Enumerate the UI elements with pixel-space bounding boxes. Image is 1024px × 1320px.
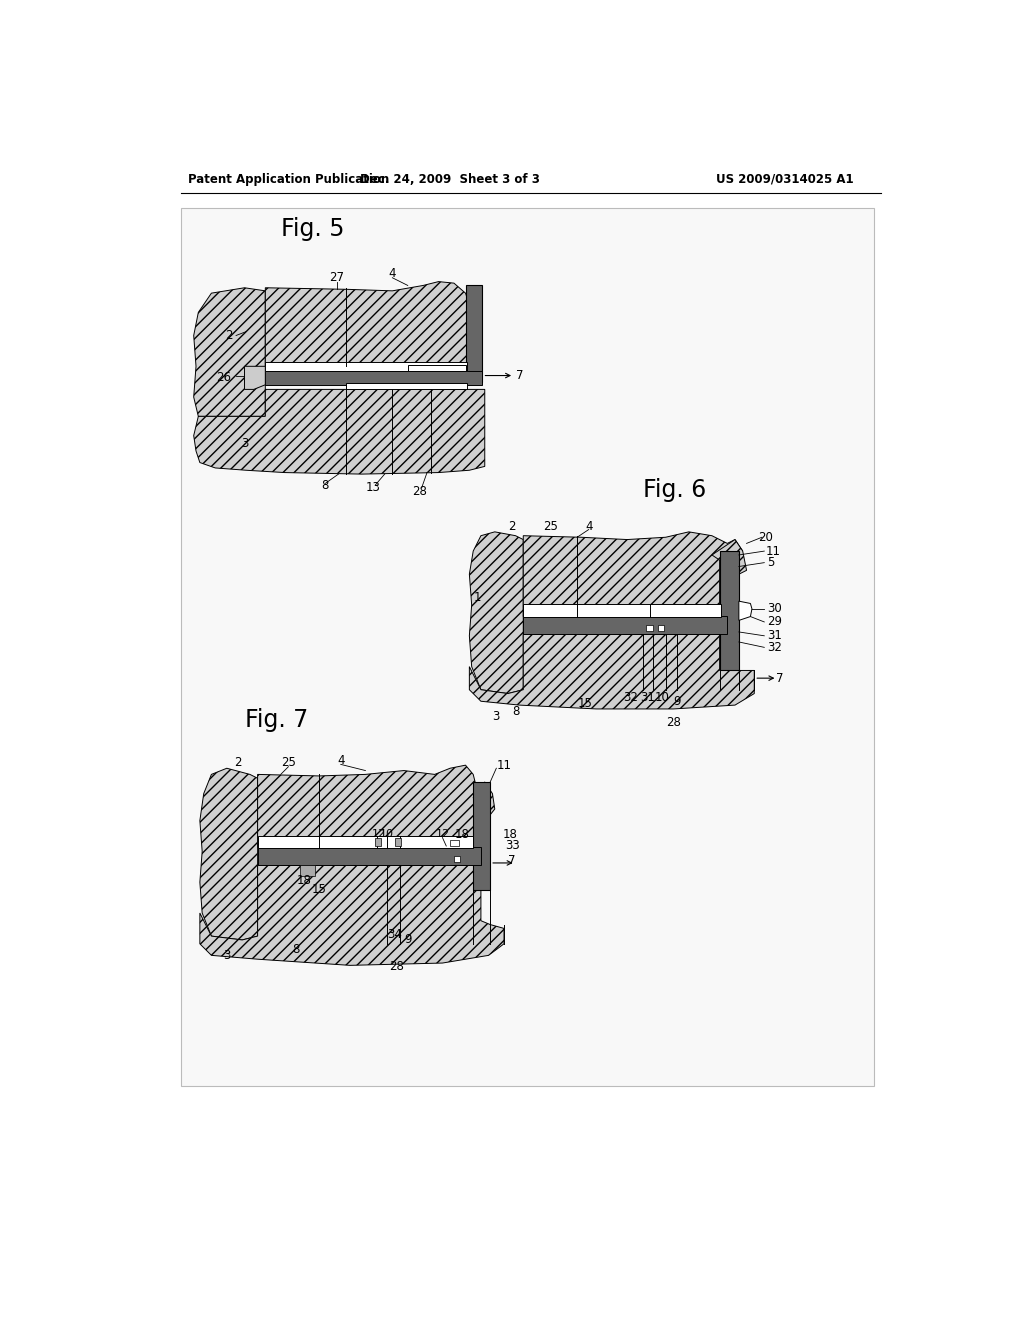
Bar	[523, 605, 721, 616]
Polygon shape	[245, 367, 265, 389]
Text: 10: 10	[654, 690, 670, 704]
Text: 2: 2	[508, 520, 515, 533]
Text: Fig. 6: Fig. 6	[643, 478, 706, 502]
Text: 18: 18	[296, 874, 311, 887]
Polygon shape	[469, 532, 523, 693]
Bar	[473, 781, 490, 890]
Text: 8: 8	[293, 944, 300, 957]
Text: 4: 4	[585, 520, 593, 533]
Polygon shape	[739, 601, 752, 620]
Text: 1: 1	[473, 591, 481, 603]
Text: 7: 7	[776, 672, 783, 685]
Text: Patent Application Publication: Patent Application Publication	[188, 173, 389, 186]
Text: 11: 11	[766, 545, 781, 557]
Polygon shape	[200, 768, 258, 940]
Bar	[720, 552, 739, 671]
Text: 25: 25	[543, 520, 558, 533]
Polygon shape	[194, 389, 484, 474]
Text: 26: 26	[216, 371, 230, 384]
Bar	[346, 383, 467, 389]
Text: 13: 13	[366, 482, 381, 495]
Text: 7: 7	[516, 370, 523, 381]
Text: 27: 27	[330, 271, 344, 284]
Text: 34: 34	[387, 928, 402, 941]
Text: 9: 9	[404, 933, 412, 946]
Text: 12: 12	[435, 829, 450, 840]
Text: 25: 25	[281, 756, 296, 770]
Text: 32: 32	[767, 640, 782, 653]
Polygon shape	[473, 781, 495, 817]
Text: Fig. 7: Fig. 7	[245, 709, 308, 733]
Text: 4: 4	[389, 268, 396, 280]
Polygon shape	[200, 866, 504, 965]
Text: US 2009/0314025 A1: US 2009/0314025 A1	[716, 173, 853, 186]
Bar	[375, 838, 381, 846]
Text: 3: 3	[493, 710, 500, 723]
Bar	[258, 847, 481, 866]
Text: 2: 2	[234, 756, 242, 770]
Bar	[451, 840, 460, 846]
Text: 3: 3	[223, 949, 230, 962]
Polygon shape	[712, 540, 746, 574]
Text: 31: 31	[767, 630, 782, 643]
Text: 8: 8	[512, 705, 519, 718]
Bar	[466, 285, 482, 381]
Text: 2: 2	[224, 329, 232, 342]
Bar	[658, 626, 665, 631]
Text: 28: 28	[389, 961, 403, 973]
Text: 4: 4	[337, 754, 344, 767]
Text: 7: 7	[508, 854, 515, 867]
Polygon shape	[265, 281, 469, 367]
Bar	[180, 209, 873, 1086]
Text: 30: 30	[767, 602, 782, 615]
Text: 28: 28	[666, 715, 681, 729]
Text: 10: 10	[380, 829, 394, 840]
Text: Fig. 5: Fig. 5	[281, 218, 344, 242]
Text: 12: 12	[372, 829, 386, 840]
Text: 18: 18	[455, 828, 469, 841]
Polygon shape	[194, 288, 265, 416]
Text: 9: 9	[674, 694, 681, 708]
Text: 15: 15	[311, 883, 327, 896]
Polygon shape	[469, 635, 755, 709]
Text: 5: 5	[767, 556, 775, 569]
Bar	[300, 866, 315, 876]
Text: Dec. 24, 2009  Sheet 3 of 3: Dec. 24, 2009 Sheet 3 of 3	[360, 173, 540, 186]
Text: 8: 8	[322, 479, 329, 492]
Text: 18: 18	[503, 828, 517, 841]
Text: 3: 3	[241, 437, 248, 450]
Polygon shape	[523, 532, 742, 616]
Text: 20: 20	[758, 531, 773, 544]
Bar	[265, 362, 467, 371]
Bar	[258, 836, 473, 847]
Bar	[408, 364, 466, 371]
Text: 33: 33	[506, 838, 520, 851]
Text: 29: 29	[767, 615, 782, 628]
Bar	[523, 615, 727, 635]
Text: 15: 15	[578, 697, 592, 710]
Text: 11: 11	[497, 759, 511, 772]
Text: 32: 32	[624, 690, 639, 704]
Text: 31: 31	[641, 690, 655, 704]
Polygon shape	[258, 766, 488, 847]
Bar	[454, 857, 460, 862]
Bar	[265, 371, 482, 385]
Bar	[394, 838, 400, 846]
Text: 28: 28	[412, 484, 427, 498]
Bar	[646, 626, 652, 631]
